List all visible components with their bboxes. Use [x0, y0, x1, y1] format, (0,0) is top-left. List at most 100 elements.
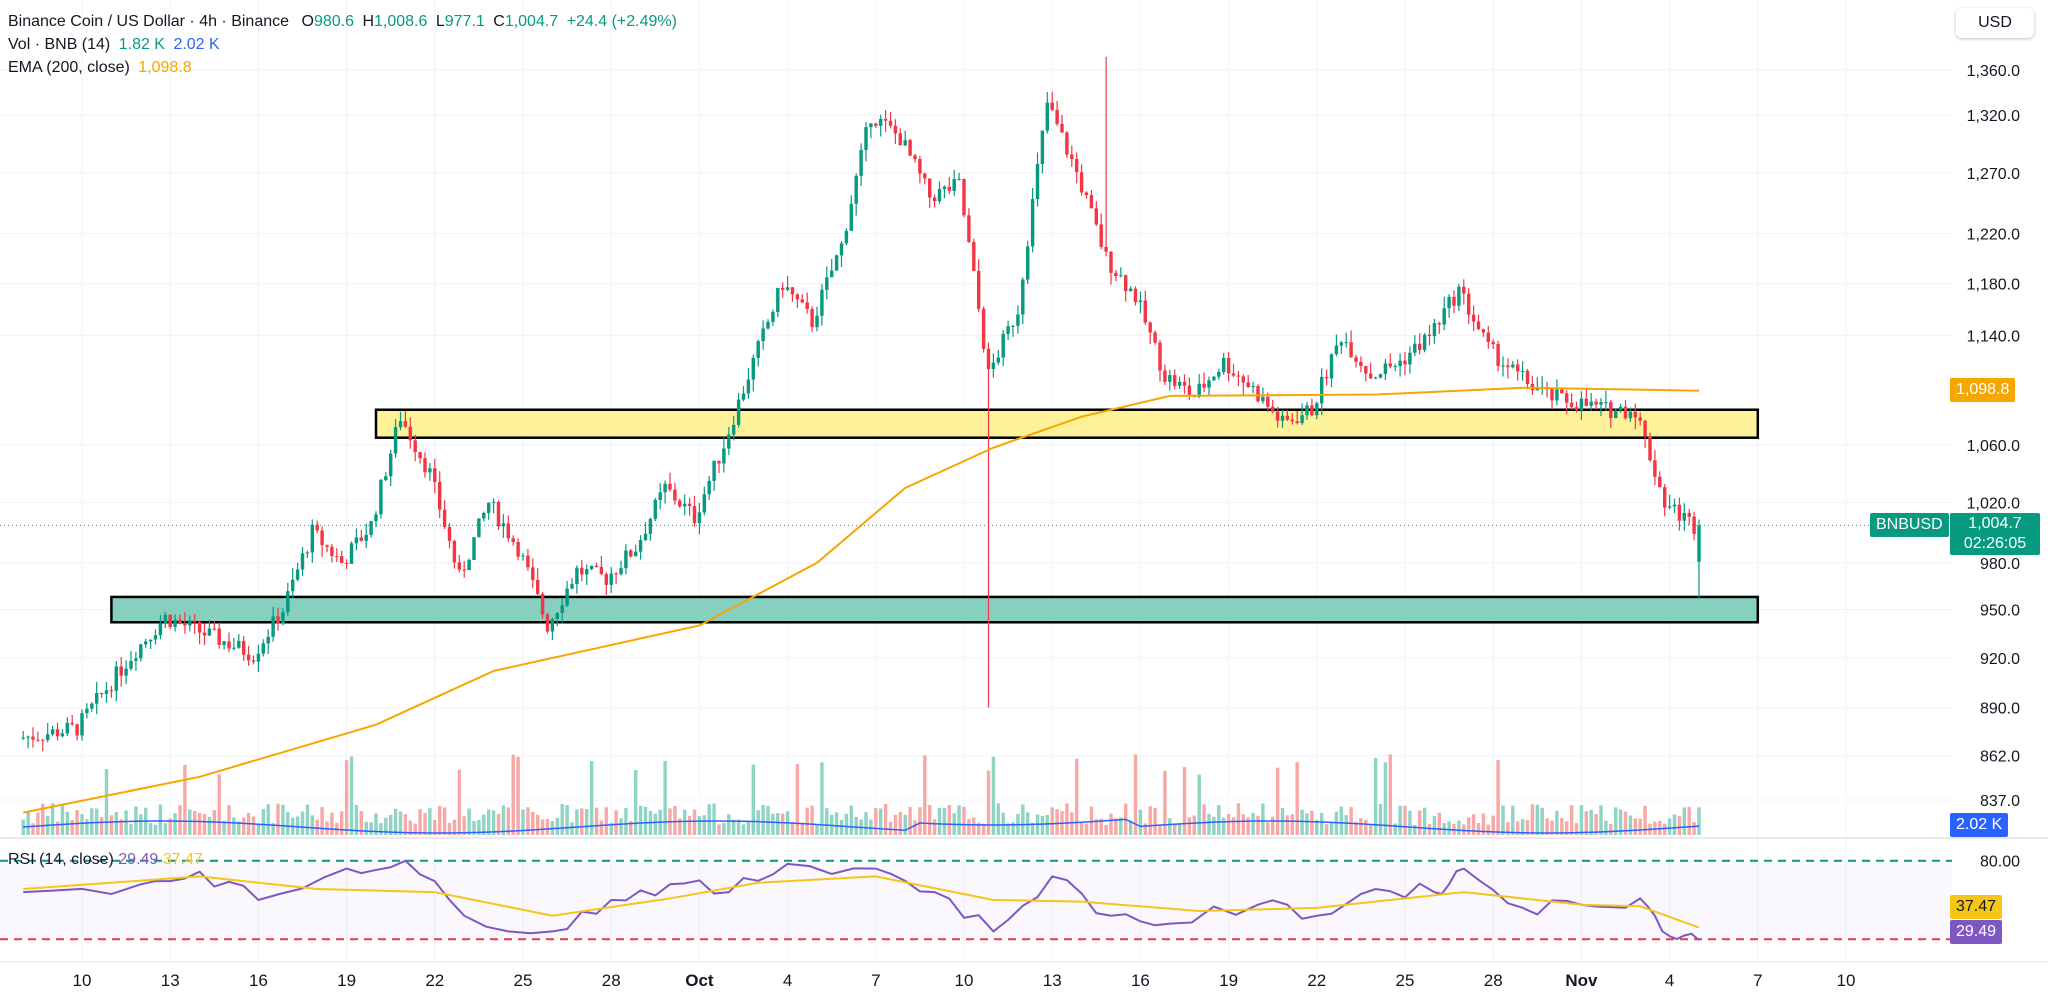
volume-bar — [1525, 820, 1530, 835]
candle-body — [1094, 208, 1099, 225]
candle-body — [1226, 357, 1231, 374]
currency-button[interactable]: USD — [1956, 8, 2034, 38]
volume-bar — [85, 819, 89, 835]
volume-bar — [349, 756, 354, 835]
candle-body — [70, 722, 74, 725]
price-tick-label: 862.0 — [1980, 749, 2020, 766]
candle-body — [545, 614, 550, 632]
candle-body — [893, 125, 898, 134]
candle-body — [1633, 411, 1638, 418]
time-tick-label: 16 — [249, 971, 268, 990]
candle-body — [678, 500, 682, 507]
volume-bar — [423, 812, 427, 835]
candle-body — [85, 708, 89, 714]
candle-body — [609, 573, 613, 585]
volume-bar — [496, 813, 501, 835]
candle-body — [281, 612, 285, 624]
candle-body — [976, 270, 981, 309]
candle-body — [1496, 344, 1500, 367]
price-axis: 1,360.0 1,320.0 1,270.0 1,220.0 1,180.0 1,140… — [1967, 63, 2020, 871]
volume-bar — [1094, 819, 1099, 835]
candle-body — [1158, 342, 1162, 371]
candle-body — [604, 573, 609, 585]
candle-body — [217, 628, 221, 645]
candle-body — [423, 458, 427, 473]
candle-body — [1403, 360, 1407, 365]
volume-bar — [619, 818, 623, 835]
candle-body — [433, 468, 437, 483]
volume-bar — [1354, 821, 1358, 835]
candle-body — [1339, 342, 1344, 346]
volume-bar — [805, 807, 809, 835]
volume-bar — [780, 813, 785, 835]
candle-body — [1432, 323, 1437, 337]
volume-bar — [217, 774, 221, 835]
volume-bar — [1383, 762, 1388, 835]
candle-body — [237, 640, 241, 648]
volume-bar — [1481, 813, 1486, 835]
volume-bar — [991, 756, 996, 835]
volume-bar — [1050, 807, 1054, 835]
volume-bar — [80, 814, 84, 835]
volume-bar — [1437, 812, 1442, 835]
candle-body — [1310, 405, 1314, 416]
candle-body — [986, 348, 991, 370]
volume-bar — [849, 805, 854, 835]
candle-body — [619, 568, 623, 575]
low-label: L — [435, 13, 445, 30]
candle-body — [883, 118, 888, 121]
candle-body — [477, 518, 481, 538]
candle-body — [393, 427, 398, 454]
candle-body — [325, 545, 329, 547]
candle-body — [1447, 296, 1451, 309]
candle-body — [1123, 275, 1128, 292]
volume-bar — [682, 809, 687, 835]
candle-body — [697, 512, 702, 524]
candle-body — [134, 658, 138, 661]
candle-body — [36, 739, 40, 741]
candle-body — [1658, 476, 1662, 488]
volume-bar — [981, 823, 986, 835]
candle-body — [741, 393, 746, 400]
volume-bar — [761, 804, 765, 835]
time-tick-label: 19 — [1219, 971, 1238, 990]
candle-body — [139, 644, 143, 659]
rsi-ma-tag: 37.47 — [1950, 895, 2003, 919]
candle-body — [962, 178, 966, 216]
price-zones[interactable] — [110, 408, 1760, 624]
volume-bar — [36, 812, 40, 835]
candle-body — [457, 562, 462, 570]
volume-bar — [1628, 815, 1633, 835]
volume-bar — [1079, 822, 1084, 835]
candle-body — [1618, 406, 1623, 411]
candle-body — [1030, 199, 1035, 247]
candle-body — [153, 635, 158, 640]
high-label: H — [362, 13, 374, 30]
volume-bar — [678, 818, 682, 835]
candle-body — [1290, 419, 1295, 422]
volume-bar — [75, 810, 79, 835]
volume-bar — [330, 812, 334, 835]
candle-body — [41, 739, 45, 741]
volume-bar — [261, 808, 266, 835]
candle-body — [413, 440, 417, 452]
volume-bar — [883, 803, 888, 835]
volume-bar — [1432, 816, 1437, 835]
volume-bar — [1172, 823, 1177, 835]
candle-body — [1261, 396, 1265, 402]
candle-body — [731, 424, 736, 435]
candle-body — [178, 619, 182, 623]
volume-bar — [241, 817, 246, 835]
symbol-title: Binance Coin / US Dollar · 4h · Binance — [8, 13, 290, 30]
volume-bar — [114, 812, 119, 835]
candle-body — [864, 127, 868, 150]
high-value: 1,008.6 — [374, 13, 428, 30]
volume-bar — [722, 822, 726, 835]
candle-body — [844, 230, 849, 244]
volume-bar — [1373, 757, 1378, 835]
volume-bar — [1290, 814, 1295, 835]
volume-bar — [565, 804, 569, 835]
candle-body — [55, 729, 60, 737]
candle-body — [1672, 504, 1677, 507]
